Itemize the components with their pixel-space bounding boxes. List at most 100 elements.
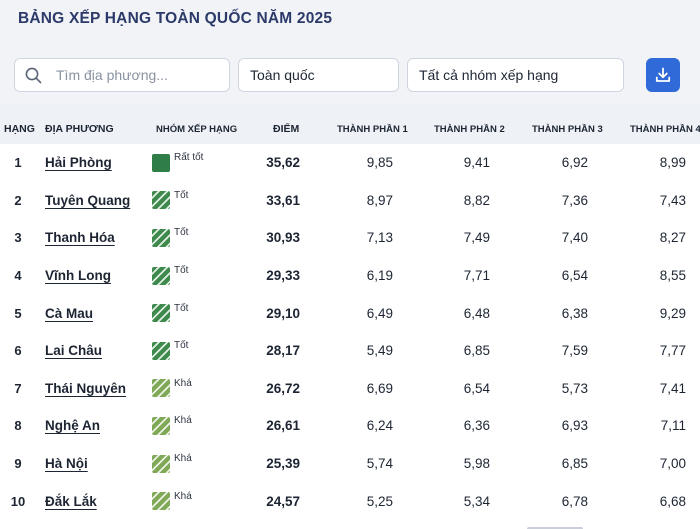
locality-link[interactable]: Tuyên Quang [45, 192, 131, 208]
rank-group-badge-icon [152, 492, 170, 511]
component1-cell: 6,19 [366, 268, 393, 284]
scope-select[interactable]: Toàn quốc [238, 58, 399, 92]
table-row: 1 Hải Phòng Rất tốt 35,62 9,85 9,41 6,92 8,99 [0, 144, 700, 182]
group-label: Tốt [174, 340, 189, 352]
search-icon [25, 67, 42, 84]
locality-link[interactable]: Cà Mau [45, 305, 94, 321]
group-label: Tốt [174, 189, 189, 201]
score-cell: 24,57 [266, 493, 300, 509]
component3-cell: 7,40 [561, 230, 588, 246]
locality-link[interactable]: Đắk Lắk [45, 493, 97, 509]
search-input[interactable] [56, 67, 206, 83]
locality-link[interactable]: Lai Châu [45, 343, 103, 359]
component2-cell: 6,85 [463, 343, 490, 359]
header-c2[interactable]: THÀNH PHẦN 2 [434, 124, 505, 135]
rank-group-badge-icon [152, 379, 170, 398]
component2-cell: 7,71 [463, 268, 490, 284]
table-row: 8 Nghệ An Khá 26,61 6,24 6,36 6,93 7,11 [0, 407, 700, 445]
locality-link[interactable]: Nghệ An [45, 418, 100, 434]
locality-link[interactable]: Hà Nội [45, 456, 88, 472]
group-cell: Rất tốt [152, 144, 203, 182]
component1-cell: 9,85 [366, 155, 393, 171]
group-label: Khá [174, 453, 192, 465]
component3-cell: 6,85 [561, 456, 588, 472]
header-score[interactable]: ĐIỂM [273, 123, 300, 135]
locality-link[interactable]: Thanh Hóa [45, 230, 115, 246]
search-box[interactable] [14, 58, 230, 92]
table-row: 7 Thái Nguyên Khá 26,72 6,69 6,54 5,73 7,41 [0, 370, 700, 408]
component2-cell: 6,48 [463, 305, 490, 321]
component4-cell: 7,43 [659, 192, 686, 208]
locality-link[interactable]: Thái Nguyên [45, 380, 127, 396]
group-cell: Tốt [152, 219, 188, 257]
component1-cell: 5,25 [366, 493, 393, 509]
component3-cell: 6,93 [561, 418, 588, 434]
table-row: 4 Vĩnh Long Tốt 29,33 6,19 7,71 6,54 8,55 [0, 257, 700, 295]
header-c4[interactable]: THÀNH PHẦN 4 [630, 124, 700, 135]
table-row: 5 Cà Mau Tốt 29,10 6,49 6,48 6,38 9,29 [0, 294, 700, 332]
component1-cell: 7,13 [366, 230, 393, 246]
header-rank[interactable]: HẠNG [4, 123, 35, 135]
score-cell: 28,17 [266, 343, 300, 359]
rank-group-badge-icon [152, 454, 170, 473]
locality-link[interactable]: Hải Phòng [45, 155, 112, 171]
table-row: 3 Thanh Hóa Tốt 30,93 7,13 7,49 7,40 8,27 [0, 219, 700, 257]
group-label: Khá [174, 490, 192, 502]
score-cell: 35,62 [266, 155, 300, 171]
rank-group-badge-icon [152, 304, 170, 323]
component3-cell: 6,92 [561, 155, 588, 171]
rank-group-badge-icon [152, 228, 170, 247]
group-cell: Tốt [152, 332, 188, 370]
component2-cell: 7,49 [463, 230, 490, 246]
component4-cell: 7,00 [659, 456, 686, 472]
score-cell: 29,10 [266, 305, 300, 321]
rank-cell: 7 [14, 380, 22, 396]
component3-cell: 7,59 [561, 343, 588, 359]
rank-group-badge-icon [152, 416, 170, 435]
header-locality[interactable]: ĐỊA PHƯƠNG [45, 123, 114, 135]
score-cell: 30,93 [266, 230, 300, 246]
score-cell: 29,33 [266, 268, 300, 284]
group-label: Rất tốt [174, 152, 204, 164]
score-cell: 26,72 [266, 380, 300, 396]
group-label: Tốt [174, 265, 189, 277]
rank-cell: 5 [14, 305, 22, 321]
group-label: Tốt [174, 227, 189, 239]
component4-cell: 8,55 [659, 268, 686, 284]
rank-group-badge-icon [152, 153, 170, 172]
group-cell: Khá [152, 482, 192, 520]
header-group[interactable]: NHÓM XẾP HẠNG [156, 124, 238, 135]
table-row: 9 Hà Nội Khá 25,39 5,74 5,98 6,85 7,00 [0, 445, 700, 483]
horizontal-scrollbar[interactable] [527, 527, 583, 529]
ranking-table: HẠNG ĐỊA PHƯƠNG NHÓM XẾP HẠNG ĐIỂM THÀNH… [0, 104, 700, 529]
header-c3[interactable]: THÀNH PHẦN 3 [532, 124, 603, 135]
score-cell: 26,61 [266, 418, 300, 434]
component1-cell: 5,49 [366, 343, 393, 359]
component1-cell: 5,74 [366, 456, 393, 472]
component4-cell: 7,11 [660, 418, 686, 434]
component3-cell: 6,38 [561, 305, 588, 321]
group-cell: Khá [152, 407, 192, 445]
group-select[interactable]: Tất cả nhóm xếp hạng [407, 58, 624, 92]
group-cell: Khá [152, 370, 192, 408]
component1-cell: 6,24 [366, 418, 393, 434]
group-select-value: Tất cả nhóm xếp hạng [419, 67, 559, 83]
rank-cell: 8 [14, 418, 22, 434]
download-button[interactable] [646, 58, 680, 92]
score-cell: 33,61 [266, 192, 300, 208]
component4-cell: 7,77 [659, 343, 686, 359]
component3-cell: 6,54 [561, 268, 588, 284]
component2-cell: 5,98 [463, 456, 490, 472]
rank-cell: 4 [14, 268, 22, 284]
scope-select-value: Toàn quốc [250, 67, 315, 83]
group-cell: Tốt [152, 294, 188, 332]
group-cell: Khá [152, 445, 192, 483]
locality-link[interactable]: Vĩnh Long [45, 268, 111, 284]
table-row: 10 Đắk Lắk Khá 24,57 5,25 5,34 6,78 6,68 [0, 482, 700, 520]
component4-cell: 6,68 [659, 493, 686, 509]
component2-cell: 8,82 [463, 192, 490, 208]
score-cell: 25,39 [266, 456, 300, 472]
component3-cell: 5,73 [561, 380, 588, 396]
rank-cell: 6 [14, 343, 22, 359]
header-c1[interactable]: THÀNH PHẦN 1 [337, 124, 408, 135]
